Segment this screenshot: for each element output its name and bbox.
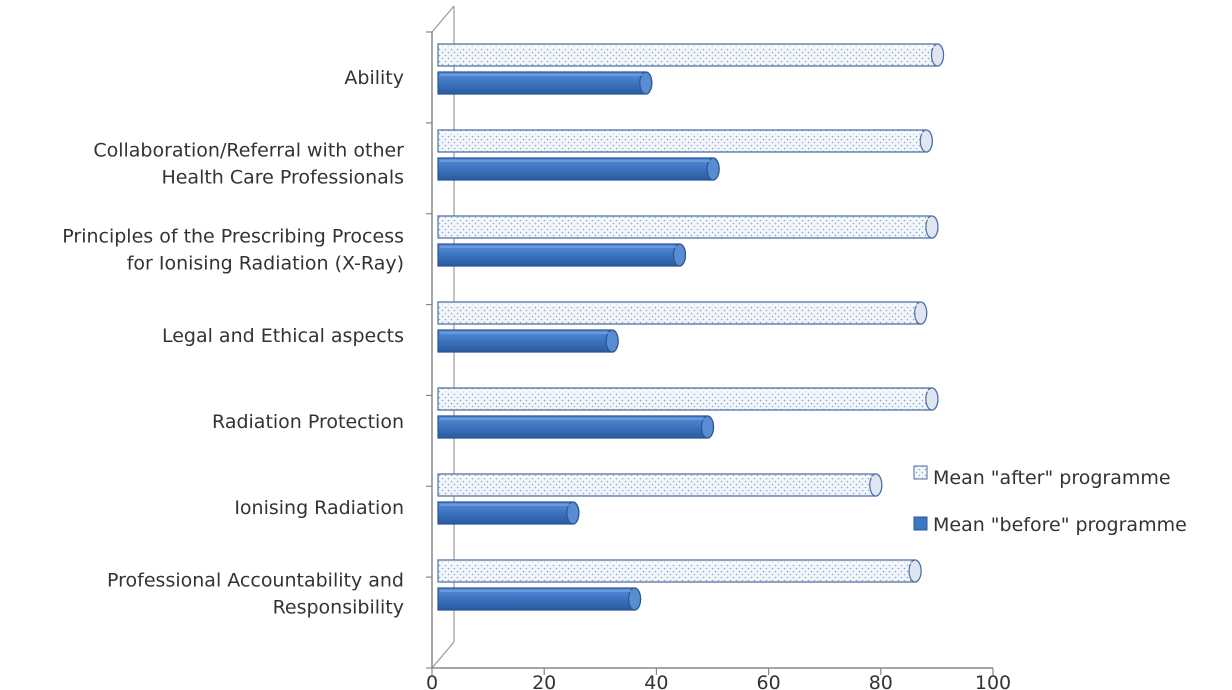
bar-after	[437, 215, 939, 239]
category-label: Ability	[344, 67, 404, 89]
bar-cap	[925, 387, 939, 411]
bar-cap	[700, 415, 715, 439]
bar-before	[437, 587, 642, 611]
bar-after	[437, 559, 922, 583]
axis-depth-line	[431, 641, 455, 669]
bar-cap	[672, 243, 687, 267]
category-label: Responsibility	[273, 597, 404, 619]
x-tick-label: 80	[869, 672, 893, 690]
category-label: Ionising Radiation	[234, 497, 404, 519]
bar-cap	[605, 329, 619, 353]
bar-cap	[566, 501, 580, 525]
category-label: Health Care Professionals	[161, 167, 404, 189]
category-label: Principles of the Prescribing Process	[62, 226, 404, 248]
x-tick-labels: 0 20 40 60 80 100	[426, 672, 1011, 690]
bar-before	[437, 415, 715, 439]
legend-swatch-before	[913, 516, 928, 531]
legend-label-after: Mean "after" programme	[933, 467, 1171, 489]
category-label: for Ionising Radiation (X-Ray)	[127, 253, 404, 275]
bar-cap	[639, 71, 653, 95]
bar-cap	[930, 43, 945, 67]
category-label: Radiation Protection	[212, 411, 404, 433]
bar-before	[437, 243, 687, 267]
bars	[437, 43, 945, 611]
bar-after	[437, 301, 928, 325]
bar-before	[437, 157, 720, 181]
legend: Mean "after" programme Mean "before" pro…	[913, 465, 1187, 536]
category-label: Legal and Ethical aspects	[162, 325, 404, 347]
bar-cap	[914, 301, 928, 325]
bar-cap	[925, 215, 939, 239]
x-tick-label: 60	[757, 672, 781, 690]
x-tick-label: 40	[644, 672, 668, 690]
bar-cap	[919, 129, 933, 153]
legend-label-before: Mean "before" programme	[933, 514, 1187, 536]
axis-depth-line	[431, 5, 455, 33]
bar-after	[437, 43, 945, 67]
bar-cap	[908, 559, 922, 583]
bar-before	[437, 71, 653, 95]
bar-after	[437, 129, 933, 153]
bar-before	[437, 329, 619, 353]
category-label: Professional Accountability and	[107, 570, 404, 592]
category-label: Collaboration/Referral with other	[93, 140, 404, 162]
x-tick-label: 20	[532, 672, 556, 690]
x-tick-label: 100	[975, 672, 1011, 690]
legend-swatch-after	[913, 465, 928, 480]
category-labels: Ability Collaboration/Referral with other…	[62, 67, 404, 619]
bar-cap	[706, 157, 720, 181]
x-tick-label: 0	[426, 672, 438, 690]
bar-cap	[869, 473, 883, 497]
bar-before	[437, 501, 580, 525]
bar-after	[437, 387, 939, 411]
bar-after	[437, 473, 883, 497]
bar-cap	[627, 587, 642, 611]
